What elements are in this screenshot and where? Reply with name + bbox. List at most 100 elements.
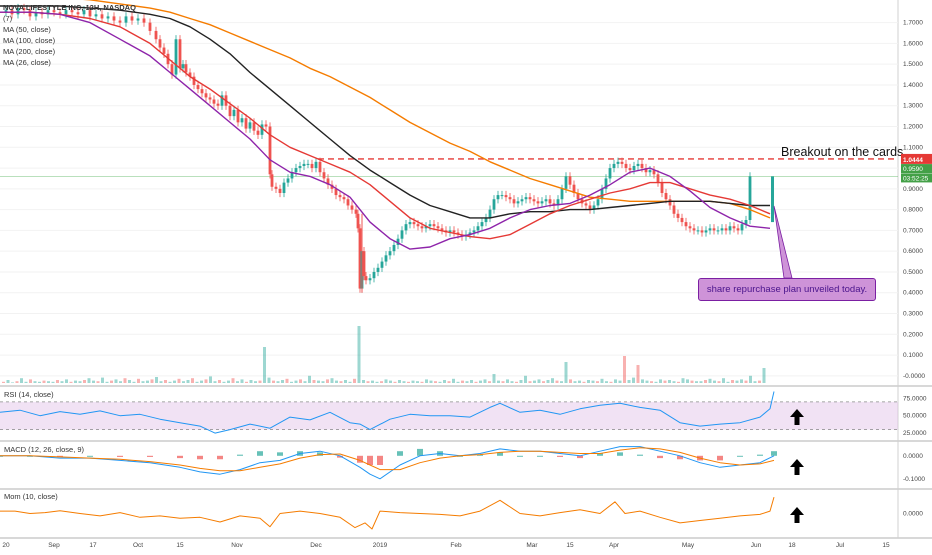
candle-body <box>480 222 484 227</box>
volume-bar <box>209 376 212 383</box>
rsi-tick-label: 50.0000 <box>903 413 927 420</box>
candle-body <box>22 8 26 11</box>
candle-body <box>148 22 152 31</box>
macd-hist-bar <box>597 453 603 456</box>
volume-bar <box>281 380 284 383</box>
ma-legend-200[interactable]: MA (200, close) <box>3 47 56 56</box>
candle-body <box>504 195 508 198</box>
candle-body <box>420 226 424 229</box>
ma-legend-100[interactable]: MA (100, close) <box>3 36 56 45</box>
x-tick-label: Sep <box>48 542 60 549</box>
volume-bar <box>591 380 595 383</box>
volume-bar <box>434 381 437 383</box>
volume-bar <box>155 377 158 383</box>
candle-body <box>362 251 366 277</box>
macd-hist-bar <box>57 455 63 457</box>
candle-body <box>440 228 444 231</box>
volume-bar <box>348 381 352 383</box>
ma26-line <box>0 11 771 250</box>
volume-bar <box>173 380 176 383</box>
volume-bar <box>636 365 640 383</box>
candle-body <box>556 199 560 206</box>
candle-body <box>46 10 50 15</box>
candle-body <box>576 193 580 200</box>
candle-body <box>640 163 644 169</box>
candle-body <box>412 222 416 225</box>
volume-bar <box>506 379 509 383</box>
volume-bar <box>416 381 419 383</box>
volume-bar <box>690 380 694 383</box>
volume-bar <box>744 380 748 383</box>
candle-body <box>680 217 684 223</box>
volume-bar <box>119 381 122 383</box>
rsi-line <box>0 391 775 434</box>
rsi-tick-label: 25.0000 <box>903 430 927 437</box>
volume-bar <box>609 381 613 383</box>
volume-bar <box>29 379 32 383</box>
macd-hist-bar <box>367 455 373 465</box>
candle-body <box>644 168 648 173</box>
ma100-line <box>0 5 770 219</box>
x-tick-label: Nov <box>231 542 243 549</box>
candle-body <box>564 176 568 189</box>
volume-bar <box>317 380 320 383</box>
volume-bar <box>123 378 127 383</box>
candle-body <box>282 182 286 193</box>
ma-legend-50[interactable]: MA (50, close) <box>3 25 51 34</box>
candle-body <box>712 228 716 231</box>
candle-body <box>106 16 110 19</box>
last-price-label: 1.0444 <box>903 157 923 164</box>
candle-body <box>660 182 664 193</box>
candle-body <box>264 124 268 127</box>
price-tick-label: 0.3000 <box>903 311 923 318</box>
candle-body <box>200 89 204 94</box>
volume-bar <box>393 381 397 383</box>
volume-bar <box>74 380 77 383</box>
volume-bar <box>56 380 59 383</box>
volume-bar <box>254 381 257 383</box>
candle-body <box>656 174 660 183</box>
candle-body <box>496 195 500 200</box>
headline-annotation: Breakout on the cards <box>781 145 903 159</box>
volume-bar <box>677 381 680 383</box>
volume-bar <box>560 381 563 383</box>
volume-bar <box>326 379 329 383</box>
candle-body <box>70 10 74 13</box>
candle-body <box>672 205 676 214</box>
volume-bar <box>227 380 230 383</box>
candle-body <box>294 168 298 173</box>
indicator-inputs: (7) <box>3 14 13 23</box>
x-tick-label: 15 <box>176 542 184 549</box>
macd-hist-bar <box>577 455 583 459</box>
candle-body <box>436 226 440 229</box>
volume-bar <box>726 381 730 383</box>
volume-bar <box>722 378 725 383</box>
candle-body <box>636 163 640 166</box>
volume-bar <box>708 378 712 383</box>
ma-legend-26[interactable]: MA (26, close) <box>3 58 51 67</box>
candle-body <box>212 99 216 104</box>
volume-bar <box>353 378 356 383</box>
candle-body <box>608 168 612 179</box>
volume-bar <box>515 381 518 383</box>
price-tick-label: 0.1000 <box>903 352 923 359</box>
candle-body <box>338 195 342 198</box>
volume-bar <box>443 380 446 383</box>
candle-body <box>616 161 620 164</box>
candle-body <box>448 230 452 233</box>
price-tick-label: -0.0000 <box>903 373 925 380</box>
x-tick-label: Jul <box>836 542 845 549</box>
volume-bar <box>299 379 302 383</box>
volume-bar <box>645 380 649 383</box>
macd-hist-bar <box>637 454 643 456</box>
volume-bar <box>168 381 172 383</box>
candle-body <box>488 209 492 218</box>
macd-hist-bar <box>197 455 203 460</box>
candle-body <box>4 10 8 13</box>
price-tick-label: 1.5000 <box>903 61 923 68</box>
candle-body <box>388 251 392 256</box>
volume-bar <box>33 381 37 383</box>
symbol-title[interactable]: NOVA LIFESTYLE INC, 12H, NASDAQ <box>3 3 136 12</box>
candle-body <box>668 199 672 206</box>
volume-bar <box>2 381 5 383</box>
